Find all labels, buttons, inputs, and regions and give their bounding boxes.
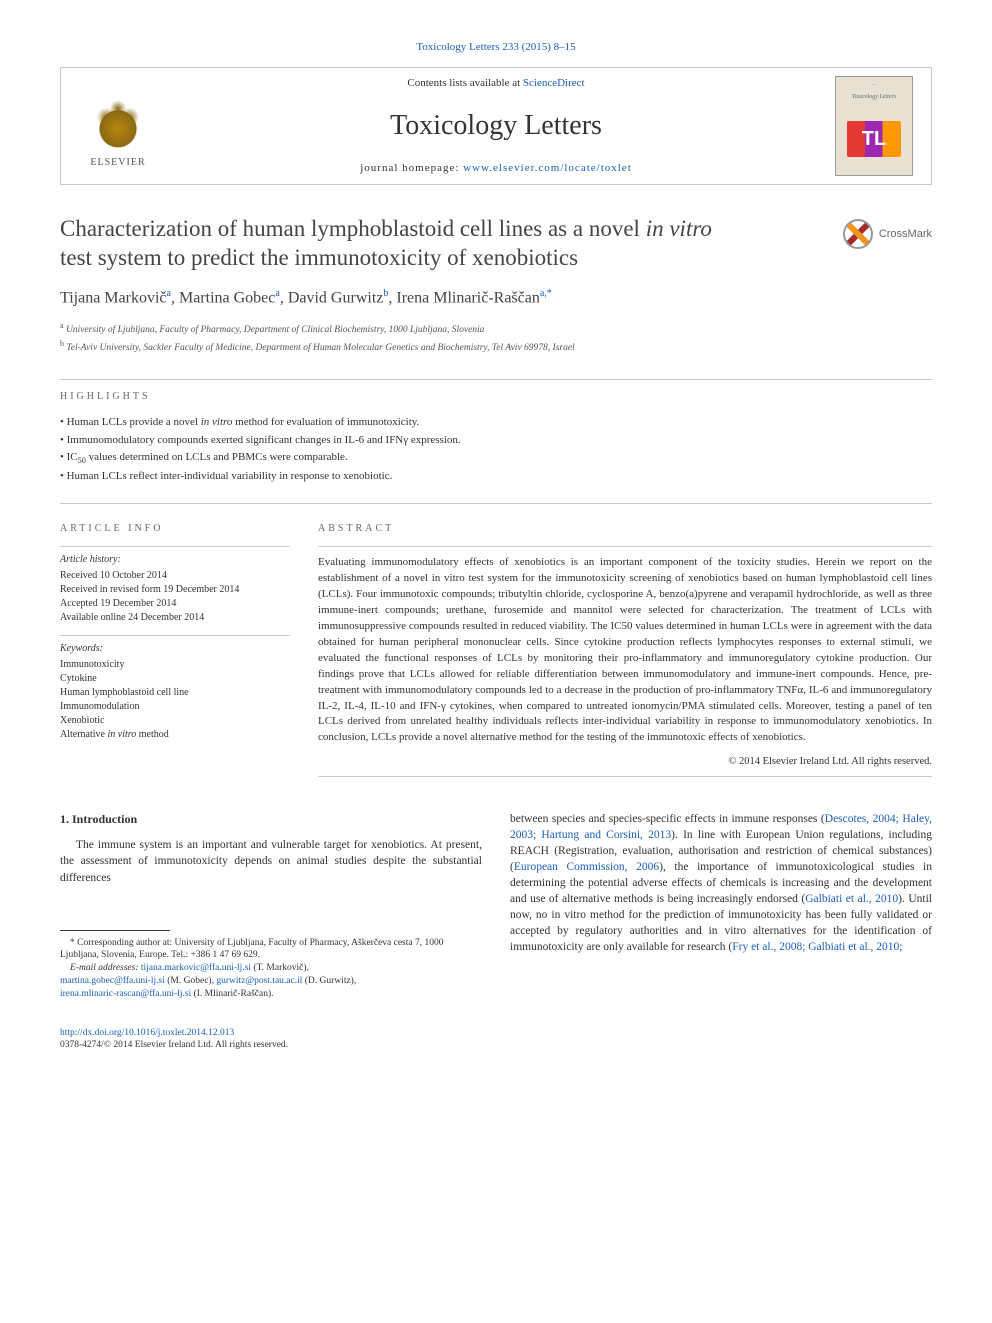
email-addresses-cont: martina.gobec@ffa.uni-lj.si (M. Gobec), … xyxy=(60,975,482,988)
abstract-label: ABSTRACT xyxy=(318,522,932,537)
email-addresses: E-mail addresses: tijana.markovic@ffa.un… xyxy=(60,962,482,975)
email-who: (T. Markovič), xyxy=(251,963,309,973)
crossmark-icon xyxy=(843,219,873,249)
body-two-column: 1. Introduction The immune system is an … xyxy=(60,811,932,1053)
divider xyxy=(318,546,932,547)
body-paragraph: between species and species-specific eff… xyxy=(510,811,932,956)
author-aff-sup: a xyxy=(275,288,279,299)
article-info-label: ARTICLE INFO xyxy=(60,522,290,536)
history-item: Available online 24 December 2014 xyxy=(60,611,290,625)
elsevier-logo-text: ELSEVIER xyxy=(90,156,145,170)
doi-link[interactable]: http://dx.doi.org/10.1016/j.toxlet.2014.… xyxy=(60,1028,234,1038)
author-aff-sup: a xyxy=(167,288,171,299)
body-column-right: between species and species-specific eff… xyxy=(510,811,932,1053)
divider xyxy=(60,635,290,636)
journal-homepage-link[interactable]: www.elsevier.com/locate/toxlet xyxy=(463,162,632,174)
body-column-left: 1. Introduction The immune system is an … xyxy=(60,811,482,1053)
corresponding-author-marker: * xyxy=(547,288,552,299)
author-email-link[interactable]: tijana.markovic@ffa.uni-lj.si xyxy=(141,963,251,973)
footnote-rule xyxy=(60,930,170,931)
keyword: Cytokine xyxy=(60,672,290,686)
keywords-heading: Keywords: xyxy=(60,642,290,656)
keyword: Immunotoxicity xyxy=(60,658,290,672)
journal-homepage-line: journal homepage: www.elsevier.com/locat… xyxy=(157,161,835,176)
email-who: (M. Gobec), xyxy=(165,976,216,986)
author-list: Tijana Markoviča, Martina Gobeca, David … xyxy=(60,287,932,310)
journal-header-center: Contents lists available at ScienceDirec… xyxy=(157,76,835,176)
running-head-citation: Toxicology Letters 233 (2015) 8–15 xyxy=(60,40,932,55)
keyword: Alternative in vitro method xyxy=(60,728,290,742)
highlights-label: HIGHLIGHTS xyxy=(60,390,932,404)
abstract-text: Evaluating immunomodulatory effects of x… xyxy=(318,555,932,746)
citation-link[interactable]: European Commission, 2006 xyxy=(514,861,659,873)
history-item: Received 10 October 2014 xyxy=(60,569,290,583)
email-who: (I. Mlinarič-Raščan). xyxy=(191,989,273,999)
article-info-column: ARTICLE INFO Article history: Received 1… xyxy=(60,522,290,777)
crossmark-badge[interactable]: CrossMark xyxy=(843,219,932,249)
keyword: Human lymphoblastoid cell line xyxy=(60,686,290,700)
highlight-item: IC50 values determined on LCLs and PBMCs… xyxy=(60,449,932,468)
divider xyxy=(60,546,290,547)
history-heading: Article history: xyxy=(60,553,290,567)
journal-cover-smalltext: — xyxy=(872,83,877,89)
homepage-prefix: journal homepage: xyxy=(360,162,463,174)
author-email-link[interactable]: gurwitz@post.tau.ac.il xyxy=(216,976,302,986)
highlights-list: Human LCLs provide a novel in vitro meth… xyxy=(60,414,932,484)
email-addresses-cont: irena.mlinaric-rascan@ffa.uni-lj.si (I. … xyxy=(60,988,482,1001)
article-title-line1: Characterization of human lymphoblastoid… xyxy=(60,216,712,241)
body-paragraph: The immune system is an important and vu… xyxy=(60,837,482,885)
history-item: Received in revised form 19 December 201… xyxy=(60,583,290,597)
divider xyxy=(60,379,932,380)
affiliation-b: b Tel-Aviv University, Sackler Faculty o… xyxy=(60,338,932,356)
body-text: between species and species-specific eff… xyxy=(510,813,825,825)
article-title: Characterization of human lymphoblastoid… xyxy=(60,215,932,273)
email-label: E-mail addresses: xyxy=(70,963,141,973)
history-item: Accepted 19 December 2014 xyxy=(60,597,290,611)
citation-link[interactable]: Galbiati et al., 2010 xyxy=(805,893,898,905)
article-title-line2: test system to predict the immunotoxicit… xyxy=(60,245,578,270)
contents-lists-line: Contents lists available at ScienceDirec… xyxy=(157,76,835,91)
author-email-link[interactable]: martina.gobec@ffa.uni-lj.si xyxy=(60,976,165,986)
issn-copyright: 0378-4274/© 2014 Elsevier Ireland Ltd. A… xyxy=(60,1040,288,1050)
abstract-copyright: © 2014 Elsevier Ireland Ltd. All rights … xyxy=(318,754,932,769)
keyword: Immunomodulation xyxy=(60,700,290,714)
crossmark-label: CrossMark xyxy=(879,228,932,242)
author-email-link[interactable]: irena.mlinaric-rascan@ffa.uni-lj.si xyxy=(60,989,191,999)
doi-block: http://dx.doi.org/10.1016/j.toxlet.2014.… xyxy=(60,1027,482,1053)
author-aff-sup: a, xyxy=(540,288,547,299)
footnotes-block: * Corresponding author at: University of… xyxy=(60,937,482,1001)
citation-link[interactable]: Fry et al., 2008; Galbiati et al., 2010; xyxy=(732,941,902,953)
corresponding-author-footnote: * Corresponding author at: University of… xyxy=(60,937,482,963)
highlights-section: HIGHLIGHTS Human LCLs provide a novel in… xyxy=(60,390,932,484)
journal-cover-thumb: — Toxicology Letters TL xyxy=(835,76,913,176)
keyword: Xenobiotic xyxy=(60,714,290,728)
journal-cover-title: Toxicology Letters xyxy=(852,93,896,101)
affiliations: a University of Ljubljana, Faculty of Ph… xyxy=(60,320,932,356)
journal-cover-badge: TL xyxy=(847,121,901,157)
sciencedirect-link[interactable]: ScienceDirect xyxy=(523,77,585,89)
divider xyxy=(318,776,932,777)
elsevier-tree-icon xyxy=(89,94,147,152)
highlight-item: Human LCLs provide a novel in vitro meth… xyxy=(60,414,932,431)
author-aff-sup: b xyxy=(383,288,388,299)
abstract-column: ABSTRACT Evaluating immunomodulatory eff… xyxy=(318,522,932,777)
elsevier-logo: ELSEVIER xyxy=(79,82,157,170)
highlight-item: Human LCLs reflect inter-individual vari… xyxy=(60,468,932,485)
email-who: (D. Gurwitz), xyxy=(302,976,356,986)
journal-title: Toxicology Letters xyxy=(157,106,835,145)
highlight-item: Immunomodulatory compounds exerted signi… xyxy=(60,432,932,449)
section-heading: 1. Introduction xyxy=(60,811,482,828)
contents-prefix: Contents lists available at xyxy=(407,77,522,89)
info-abstract-row: ARTICLE INFO Article history: Received 1… xyxy=(60,522,932,777)
divider xyxy=(60,503,932,504)
affiliation-a: a University of Ljubljana, Faculty of Ph… xyxy=(60,320,932,338)
journal-header-box: ELSEVIER Contents lists available at Sci… xyxy=(60,67,932,185)
